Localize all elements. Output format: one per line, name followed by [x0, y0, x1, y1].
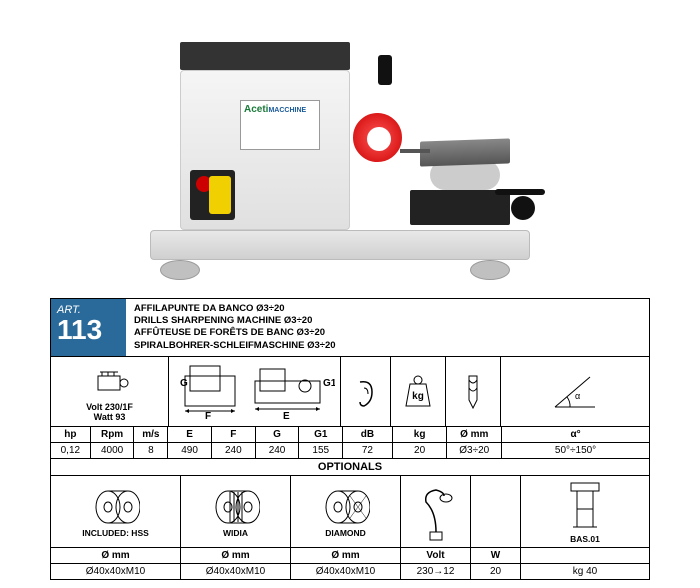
title-en: DRILLS SHARPENING MACHINE Ø3÷20: [134, 315, 336, 327]
h-hp: hp: [51, 427, 91, 442]
drill-icon-cell: [446, 357, 501, 426]
lamp-cell: [401, 476, 471, 547]
product-titles: AFFILAPUNTE DA BANCO Ø3÷20 DRILLS SHARPE…: [126, 299, 344, 356]
widia-wheel-icon: [212, 486, 260, 528]
h-kg: kg: [393, 427, 448, 442]
spec-values: 0,12 4000 8 490 240 240 155 72 20 Ø3÷20 …: [51, 443, 649, 459]
motor-watt: Watt 93: [94, 412, 126, 422]
widia-cell: WIDIA: [181, 476, 291, 547]
article-box: ART. 113: [51, 299, 126, 356]
svg-text:G: G: [180, 378, 188, 389]
icons-row: Volt 230/1F Watt 93 G F G1 E kg: [51, 357, 649, 427]
ear-icon: [346, 372, 386, 412]
oh-diamond: Ø mm: [291, 548, 401, 563]
h-db: dB: [343, 427, 393, 442]
v-hp: 0,12: [51, 443, 91, 458]
noise-icon-cell: [341, 357, 391, 426]
diamond-label: DIAMOND: [325, 528, 366, 538]
ov-diamond: Ø40x40xM10: [291, 564, 401, 579]
brand-label-plate: AcetiMACCHINE: [240, 100, 320, 150]
title-fr: AFFÛTEUSE DE FORÊTS DE BANC Ø3÷20: [134, 327, 336, 339]
motor-icon: [90, 362, 130, 402]
weight-icon-cell: kg: [391, 357, 446, 426]
dimensions-diagram: G F G1 E: [169, 357, 341, 426]
motor-icon-cell: Volt 230/1F Watt 93: [51, 357, 169, 426]
spec-headers: hp Rpm m/s E F G G1 dB kg Ø mm α°: [51, 427, 649, 443]
ov-widia: Ø40x40xM10: [181, 564, 291, 579]
v-db: 72: [343, 443, 393, 458]
oh-w: W: [471, 548, 521, 563]
power-switch: [190, 170, 235, 220]
title-de: SPIRALBOHRER-SCHLEIFMASCHINE Ø3÷20: [134, 340, 336, 352]
w-cell: [471, 476, 521, 547]
machine-illustration: AcetiMACCHINE: [130, 20, 570, 280]
v-kg: 20: [393, 443, 448, 458]
h-f: F: [212, 427, 256, 442]
oh-volt: Volt: [401, 548, 471, 563]
drill-vise: [410, 135, 520, 225]
oh-bas: [521, 548, 649, 563]
grinding-chuck: [350, 110, 405, 165]
v-rpm: 4000: [91, 443, 135, 458]
opt-values: Ø40x40xM10 Ø40x40xM10 Ø40x40xM10 230→12 …: [51, 564, 649, 579]
ov-volt: 230→12: [401, 564, 471, 579]
hss-label: INCLUDED: HSS: [82, 528, 149, 538]
v-e: 490: [168, 443, 212, 458]
diamond-cell: DIAMOND: [291, 476, 401, 547]
article-number: 113: [57, 316, 120, 344]
optionals-header: OPTIONALS: [51, 459, 649, 476]
h-g1: G1: [299, 427, 343, 442]
spec-table: ART. 113 AFFILAPUNTE DA BANCO Ø3÷20 DRIL…: [50, 298, 650, 580]
title-it: AFFILAPUNTE DA BANCO Ø3÷20: [134, 303, 336, 315]
ov-bas: kg 40: [521, 564, 649, 579]
v-g1: 155: [299, 443, 343, 458]
ov-w: 20: [471, 564, 521, 579]
v-a: 50°÷150°: [502, 443, 649, 458]
widia-label: WIDIA: [223, 528, 248, 538]
oh-widia: Ø mm: [181, 548, 291, 563]
motor-volt: Volt 230/1F: [86, 402, 133, 412]
product-photo: AcetiMACCHINE: [0, 0, 700, 300]
h-a: α°: [502, 427, 649, 442]
h-mm: Ø mm: [447, 427, 502, 442]
svg-text:E: E: [283, 411, 290, 422]
bas-cell: BAS.01: [521, 476, 649, 547]
h-e: E: [168, 427, 212, 442]
stand-icon: [565, 479, 605, 534]
ov-hss: Ø40x40xM10: [51, 564, 181, 579]
v-g: 240: [256, 443, 300, 458]
brand-name: Aceti: [244, 104, 268, 115]
diamond-wheel-icon: [322, 486, 370, 528]
angle-icon: α: [545, 367, 605, 417]
lamp-icon: [416, 482, 456, 542]
hss-wheel-icon: [92, 486, 140, 528]
h-g: G: [256, 427, 300, 442]
v-ms: 8: [134, 443, 168, 458]
weight-icon: kg: [398, 372, 438, 412]
optionals-icons-row: INCLUDED: HSS WIDIA DIAMOND BAS.01: [51, 476, 649, 548]
svg-text:kg: kg: [412, 391, 424, 402]
drill-bit-icon: [453, 372, 493, 412]
h-rpm: Rpm: [91, 427, 135, 442]
svg-text:α: α: [575, 391, 580, 401]
v-f: 240: [212, 443, 256, 458]
h-ms: m/s: [134, 427, 168, 442]
dimensions-icon: G F G1 E: [175, 361, 335, 423]
angle-icon-cell: α: [501, 357, 649, 426]
bas-label: BAS.01: [570, 534, 600, 544]
svg-text:F: F: [205, 411, 211, 422]
brand-suffix: MACCHINE: [268, 107, 306, 114]
svg-text:G1: G1: [323, 378, 335, 389]
v-mm: Ø3÷20: [447, 443, 502, 458]
header-row: ART. 113 AFFILAPUNTE DA BANCO Ø3÷20 DRIL…: [51, 299, 649, 357]
opt-headers: Ø mm Ø mm Ø mm Volt W: [51, 548, 649, 564]
hss-cell: INCLUDED: HSS: [51, 476, 181, 547]
oh-hss: Ø mm: [51, 548, 181, 563]
